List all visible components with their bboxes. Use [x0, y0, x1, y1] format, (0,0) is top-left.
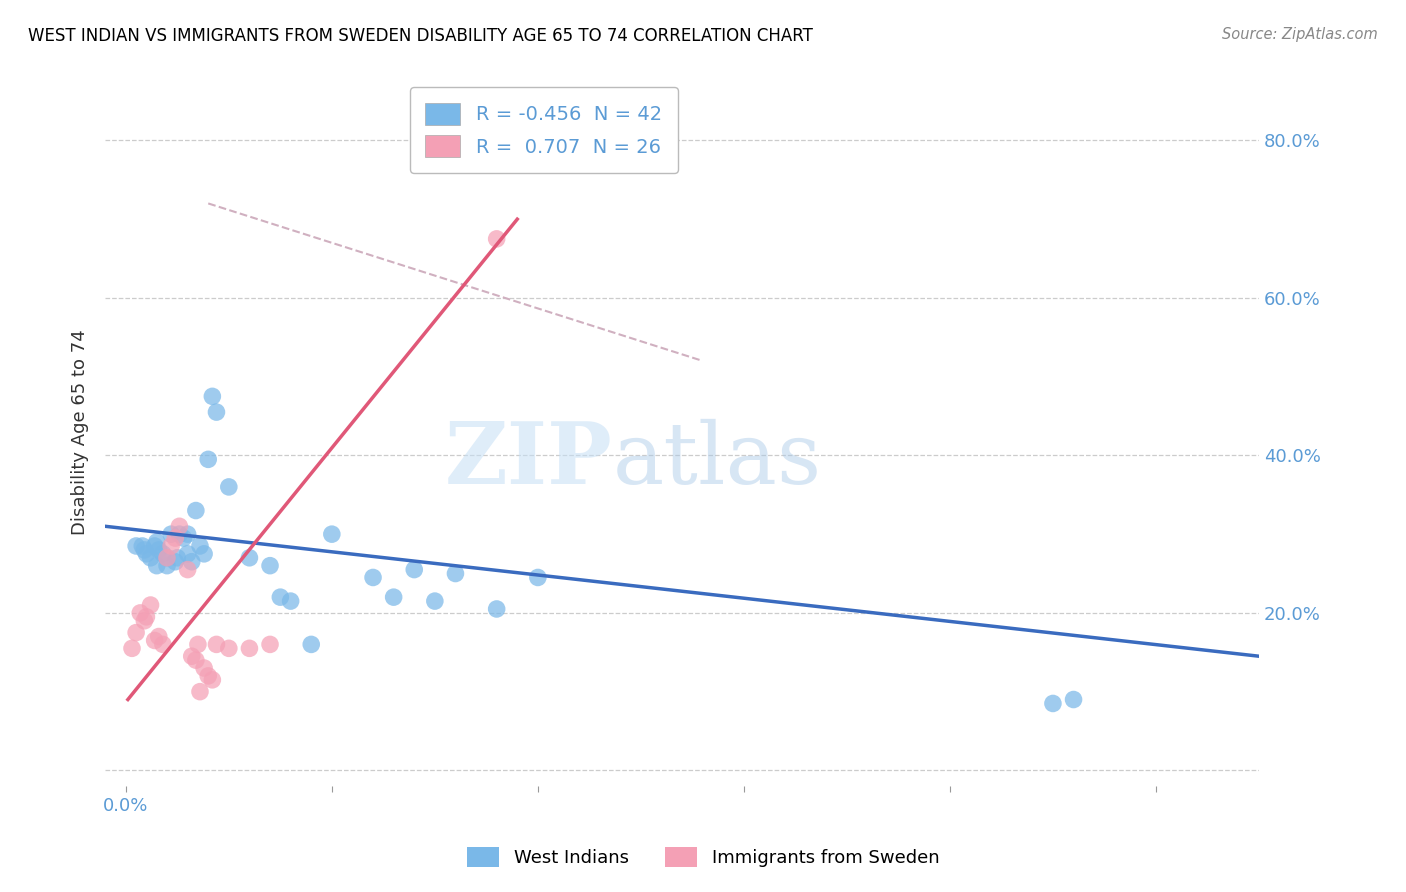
Legend: West Indians, Immigrants from Sweden: West Indians, Immigrants from Sweden — [460, 839, 946, 874]
Point — [238, 550, 260, 565]
Point — [184, 653, 207, 667]
Point — [152, 547, 174, 561]
Point — [184, 503, 207, 517]
Point — [145, 535, 167, 549]
Point — [135, 610, 157, 624]
Point — [173, 531, 195, 545]
Text: WEST INDIAN VS IMMIGRANTS FROM SWEDEN DISABILITY AGE 65 TO 74 CORRELATION CHART: WEST INDIAN VS IMMIGRANTS FROM SWEDEN DI… — [28, 27, 813, 45]
Point — [187, 637, 209, 651]
Point — [134, 614, 156, 628]
Point — [165, 555, 187, 569]
Point — [125, 539, 148, 553]
Point — [180, 649, 202, 664]
Point — [423, 594, 446, 608]
Point — [193, 547, 215, 561]
Point — [444, 566, 467, 581]
Point — [188, 684, 211, 698]
Point — [139, 598, 162, 612]
Point — [131, 539, 153, 553]
Point — [156, 558, 179, 573]
Point — [160, 539, 183, 553]
Point — [218, 480, 240, 494]
Point — [139, 550, 162, 565]
Point — [299, 637, 322, 651]
Point — [134, 542, 156, 557]
Point — [176, 527, 198, 541]
Point — [1042, 697, 1064, 711]
Y-axis label: Disability Age 65 to 74: Disability Age 65 to 74 — [72, 329, 89, 534]
Point — [121, 641, 143, 656]
Point — [201, 389, 224, 403]
Point — [1063, 692, 1085, 706]
Point — [169, 527, 191, 541]
Point — [166, 550, 188, 565]
Point — [361, 570, 384, 584]
Point — [218, 641, 240, 656]
Point — [165, 531, 187, 545]
Point — [193, 661, 215, 675]
Point — [135, 547, 157, 561]
Point — [485, 232, 508, 246]
Point — [156, 550, 179, 565]
Point — [176, 563, 198, 577]
Text: ZIP: ZIP — [446, 418, 613, 502]
Point — [143, 633, 166, 648]
Point — [201, 673, 224, 687]
Point — [404, 563, 426, 577]
Point — [160, 527, 183, 541]
Point — [259, 637, 281, 651]
Point — [197, 669, 219, 683]
Point — [148, 542, 170, 557]
Point — [205, 637, 228, 651]
Point — [148, 630, 170, 644]
Point — [485, 602, 508, 616]
Point — [180, 555, 202, 569]
Point — [321, 527, 343, 541]
Point — [238, 641, 260, 656]
Point — [143, 539, 166, 553]
Point — [176, 547, 198, 561]
Point — [145, 558, 167, 573]
Point — [527, 570, 550, 584]
Point — [259, 558, 281, 573]
Point — [129, 606, 152, 620]
Point — [197, 452, 219, 467]
Text: atlas: atlas — [613, 418, 823, 501]
Point — [125, 625, 148, 640]
Point — [152, 637, 174, 651]
Point — [382, 590, 405, 604]
Point — [205, 405, 228, 419]
Point — [188, 539, 211, 553]
Text: Source: ZipAtlas.com: Source: ZipAtlas.com — [1222, 27, 1378, 42]
Point — [156, 550, 179, 565]
Point — [169, 519, 191, 533]
Point — [280, 594, 302, 608]
Point — [269, 590, 291, 604]
Legend: R = -0.456  N = 42, R =  0.707  N = 26: R = -0.456 N = 42, R = 0.707 N = 26 — [409, 87, 678, 173]
